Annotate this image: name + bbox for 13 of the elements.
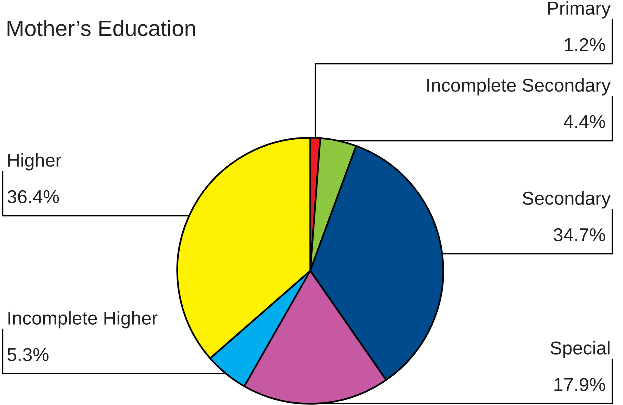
text: Mother’s Education [8, 20, 196, 36]
slice-label: Incomplete Higher [8, 311, 158, 329]
data-label: 36.4% [8, 190, 60, 204]
slice-label: Secondary [522, 191, 611, 209]
slice-label: Higher [8, 153, 62, 171]
slice-label: Special [550, 341, 610, 359]
data-label: 34.7% [554, 228, 606, 242]
data-label: 5.3% [8, 348, 49, 362]
slice-label: Primary [548, 1, 611, 19]
data-label: 4.4% [564, 115, 606, 128]
data-label: 17.9% [554, 378, 606, 392]
slice-label: Incomplete Secondary [428, 78, 611, 96]
data-label: 1.2% [565, 38, 606, 52]
